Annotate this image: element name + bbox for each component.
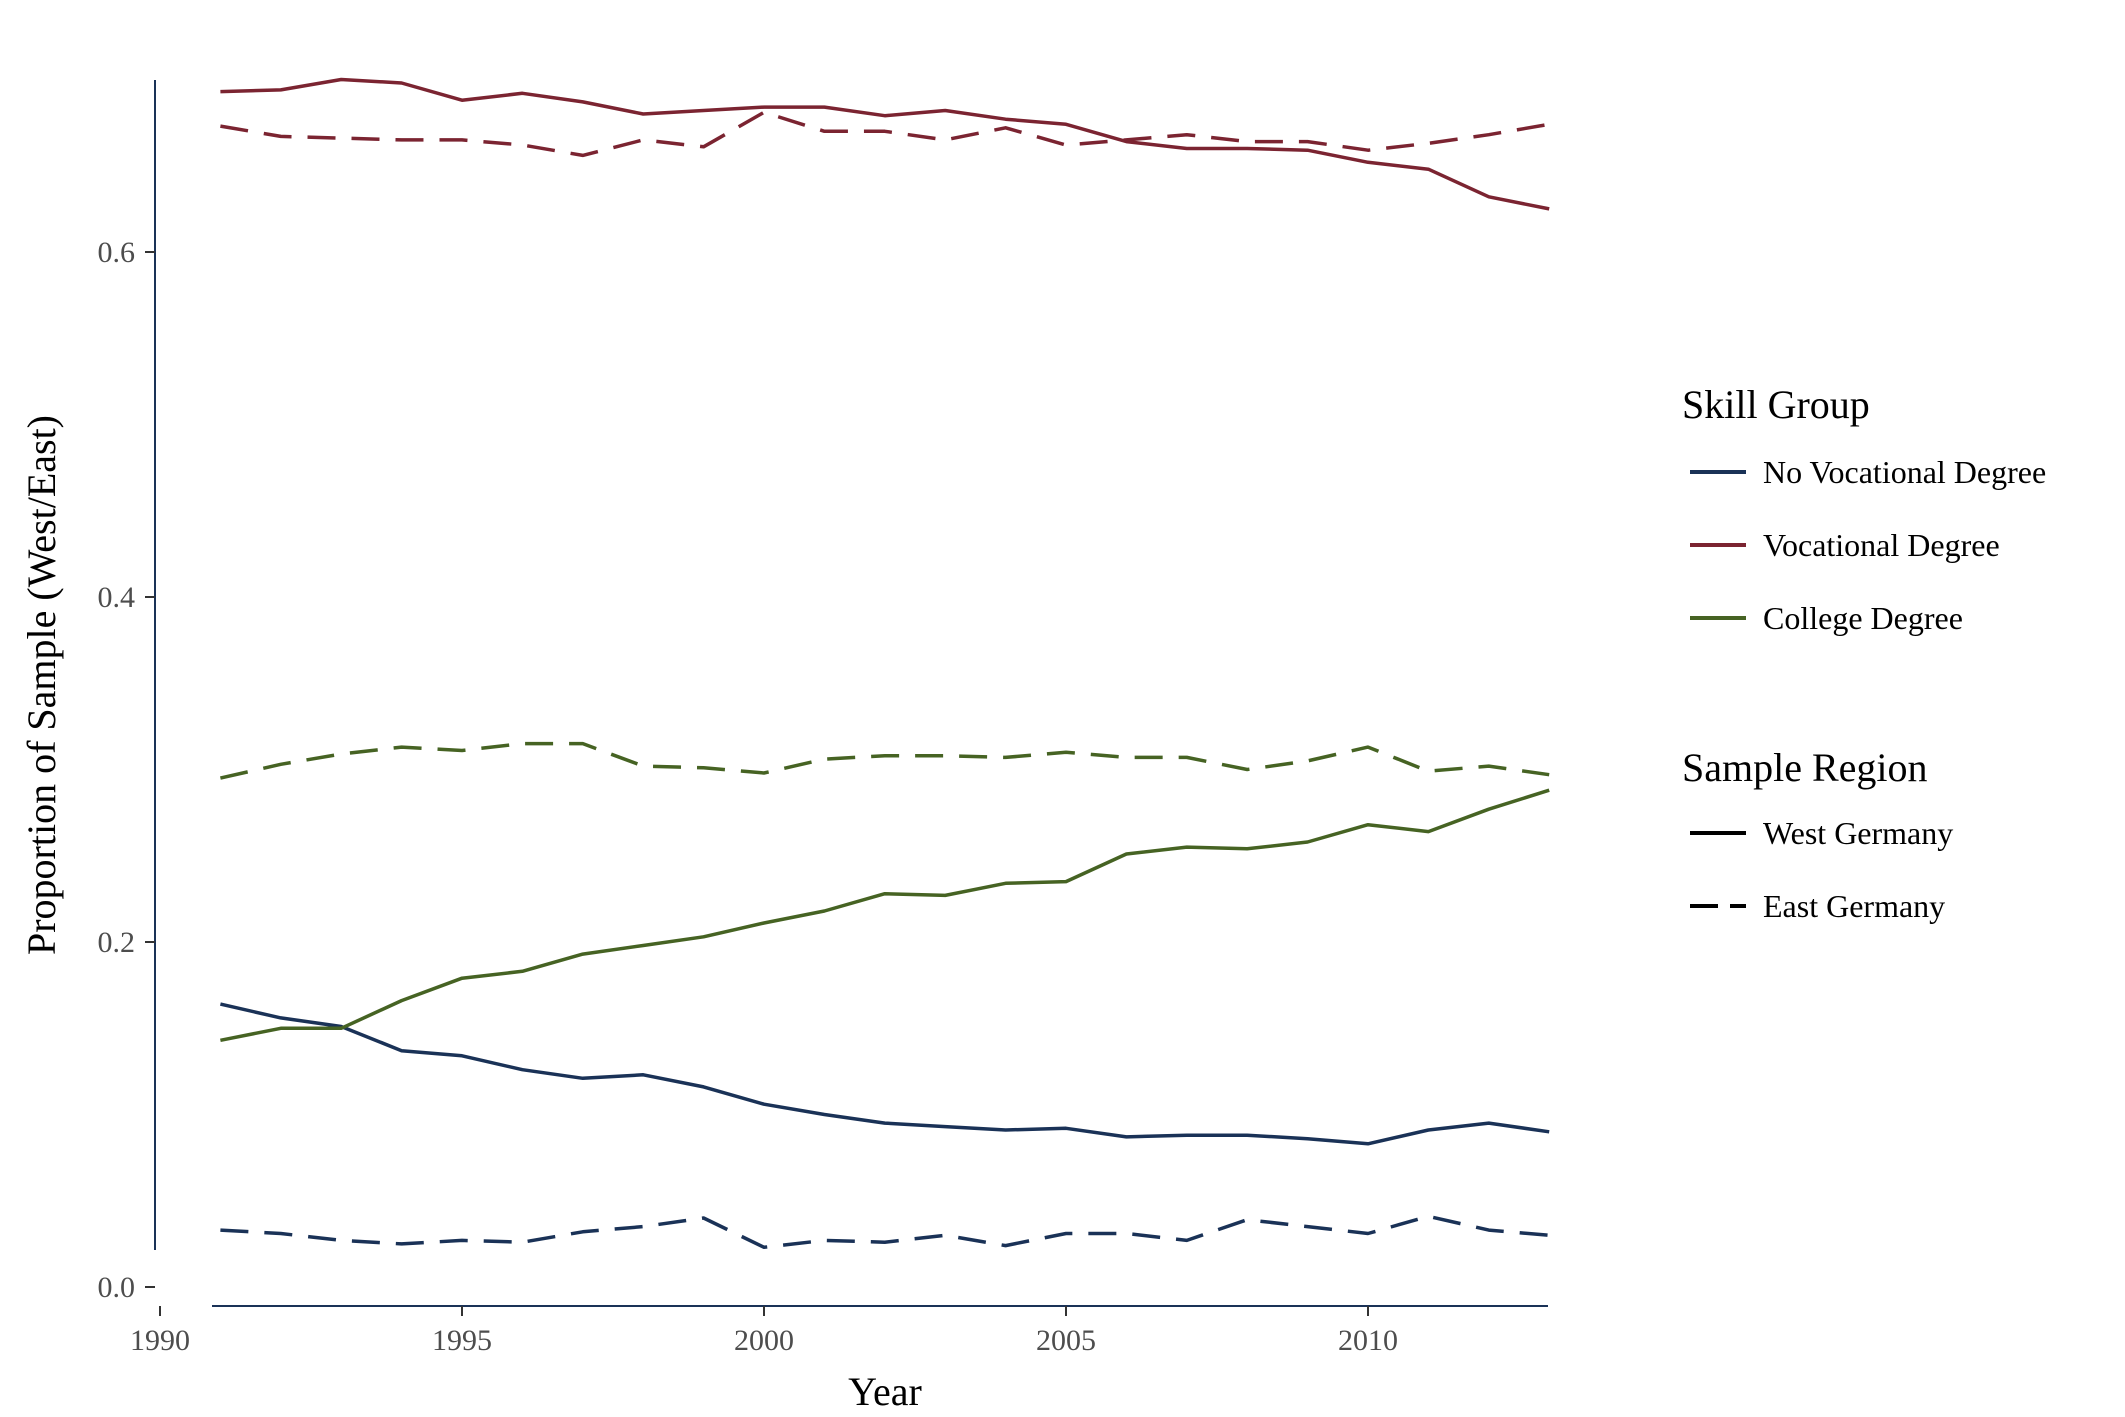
legend-region-items: West Germany East Germany [1690, 815, 1953, 924]
legend-skill-items: No Vocational Degree Vocational Degree Col… [1690, 454, 2046, 636]
x-tick-label: 1995 [432, 1324, 492, 1357]
legend-label: No Vocational Degree [1763, 454, 2046, 490]
series-line-no-vocational-degree-east-germany [220, 1214, 1550, 1250]
y-tick-label: 0.2 [98, 926, 136, 959]
y-tick-label: 0.0 [98, 1271, 136, 1304]
legend-label: College Degree [1763, 600, 1963, 636]
y-tick-label: 0.4 [98, 581, 136, 614]
x-tick-label: 2005 [1036, 1324, 1096, 1357]
x-tick-label: 2000 [734, 1324, 794, 1357]
legend-label: East Germany [1763, 888, 1945, 924]
legend-title-sample-region: Sample Region [1682, 745, 1928, 790]
x-tick-label: 1990 [130, 1324, 190, 1357]
legend-title-skill-group: Skill Group [1682, 382, 1870, 427]
x-axis-title: Year [848, 1369, 922, 1414]
y-axis-ticks: 0.0 0.2 0.4 0.6 [98, 236, 155, 1304]
x-axis-ticks: 1990 1995 2000 2005 2010 [130, 1306, 1398, 1357]
series-lines [220, 77, 1550, 1250]
legend: Skill Group No Vocational Degree Vocation… [1682, 382, 2046, 924]
legend-label: Vocational Degree [1763, 527, 2000, 563]
series-line-college-degree-east-germany [220, 741, 1550, 780]
axes [154, 80, 1548, 1307]
y-tick-label: 0.6 [98, 236, 136, 269]
y-axis-title: Proportion of Sample (West/East) [19, 415, 64, 955]
series-line-vocational-degree-east-germany [220, 110, 1550, 158]
series-line-vocational-degree-west-germany [220, 77, 1550, 211]
series-line-college-degree-west-germany [220, 788, 1550, 1043]
x-tick-label: 2010 [1338, 1324, 1398, 1357]
legend-label: West Germany [1763, 815, 1953, 851]
series-line-no-vocational-degree-west-germany [220, 1002, 1550, 1146]
